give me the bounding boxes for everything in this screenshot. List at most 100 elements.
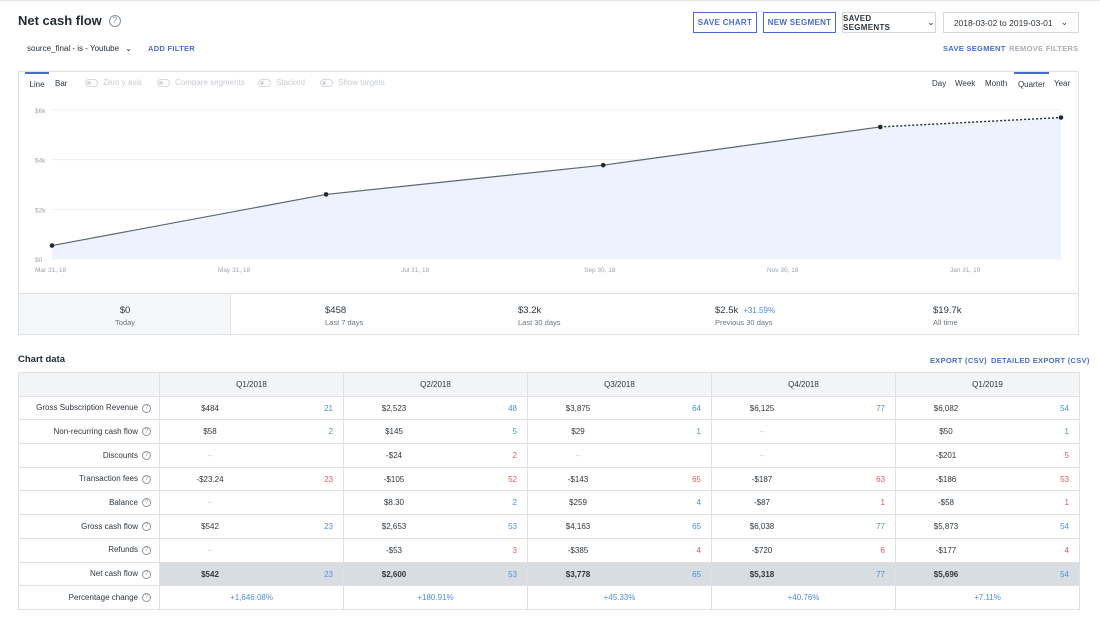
period-year-tab[interactable]: Year bbox=[1054, 79, 1071, 88]
table-cell: $58 2 bbox=[159, 419, 344, 445]
cell-value: -$385 bbox=[567, 545, 589, 555]
compare-segments-toggle[interactable]: Compare segments bbox=[157, 78, 245, 87]
saved-segments-dropdown[interactable]: SAVED SEGMENTS ⌄ bbox=[842, 12, 936, 33]
cell-count: 1 bbox=[880, 498, 885, 508]
stat-last-30-days[interactable]: $3.2k Last 30 days bbox=[443, 294, 640, 334]
help-icon[interactable]: ? bbox=[142, 593, 151, 603]
chart-type-bar-tab[interactable]: Bar bbox=[55, 79, 68, 88]
cell-value: $6,125 bbox=[749, 403, 775, 413]
cell-count: 5 bbox=[512, 427, 517, 437]
date-range-picker[interactable]: 2018-03-02 to 2019-03-01 ⌄ bbox=[943, 12, 1079, 33]
row-label-text: Refunds bbox=[108, 545, 138, 555]
chart-type-line-tab[interactable]: Line bbox=[25, 72, 49, 89]
table-cell: – bbox=[711, 419, 896, 445]
row-label-text: Gross Subscription Revenue bbox=[36, 403, 138, 413]
stacked-toggle[interactable]: Stacked bbox=[258, 78, 305, 87]
cell-value: $29 bbox=[571, 427, 585, 437]
cell-count: 4 bbox=[1064, 545, 1069, 555]
export-csv-button[interactable]: EXPORT (CSV) bbox=[930, 356, 987, 365]
table-cell: $6,082 54 bbox=[895, 395, 1080, 421]
stat-last-7-days[interactable]: $458 Last 7 days bbox=[231, 294, 443, 334]
x-tick-label: Nov 30, 18 bbox=[767, 267, 799, 274]
remove-filters-button[interactable]: REMOVE FILTERS bbox=[1009, 44, 1079, 53]
table-cell: $6,038 77 bbox=[711, 514, 896, 539]
help-icon[interactable]: ? bbox=[142, 522, 151, 532]
toggle-label: Stacked bbox=[276, 78, 305, 87]
cell-value: -$177 bbox=[935, 545, 957, 555]
help-icon[interactable]: ? bbox=[142, 498, 151, 508]
help-icon[interactable]: ? bbox=[142, 451, 151, 461]
table-row: Transaction fees? -$23.24 23 -$105 52 -$143 65… bbox=[18, 466, 1080, 492]
x-tick-label: May 31, 18 bbox=[218, 267, 251, 274]
row-label: Transaction fees? bbox=[18, 466, 160, 492]
help-icon[interactable]: ? bbox=[142, 403, 151, 413]
toggle-label: Zero y axis bbox=[103, 78, 143, 87]
cell-value: $3,778 bbox=[565, 569, 591, 579]
help-icon[interactable]: ? bbox=[142, 569, 151, 579]
table-cell: $542 23 bbox=[159, 561, 344, 587]
table-cell: $2,523 48 bbox=[343, 395, 528, 421]
data-point bbox=[600, 162, 606, 168]
data-point bbox=[1058, 115, 1064, 120]
add-filter-button[interactable]: ADD FILTER bbox=[148, 44, 196, 53]
row-label: Refunds? bbox=[18, 537, 160, 563]
stat-change: +31.59% bbox=[743, 306, 776, 315]
cell-value: $6,038 bbox=[749, 522, 775, 532]
help-icon[interactable]: ? bbox=[142, 427, 151, 437]
table-cell: $4,163 65 bbox=[527, 514, 712, 539]
period-week-tab[interactable]: Week bbox=[955, 79, 976, 88]
cell-count: 4 bbox=[696, 498, 701, 508]
help-icon[interactable]: ? bbox=[142, 545, 151, 555]
help-icon[interactable]: ? bbox=[142, 474, 151, 484]
top-border bbox=[0, 0, 1100, 1]
stat-label: Last 7 days bbox=[325, 318, 364, 327]
x-tick-label: Mar 31, 18 bbox=[35, 267, 66, 274]
save-segment-button[interactable]: SAVE SEGMENT bbox=[943, 44, 1006, 53]
stat-previous-30-days[interactable]: $2.5k +31.59% Previous 30 days bbox=[640, 294, 857, 334]
table-row: Discounts? – -$24 2 – – -$201 5 bbox=[18, 443, 1080, 468]
row-label-text: Discounts bbox=[102, 450, 138, 460]
cell-count: 52 bbox=[508, 474, 517, 484]
row-label: Non-recurring cash flow? bbox=[18, 419, 160, 445]
toggle-switch-icon bbox=[157, 78, 170, 87]
cell-value: $58 bbox=[203, 427, 217, 437]
period-day-tab[interactable]: Day bbox=[932, 79, 947, 88]
y-tick-label: $6k bbox=[35, 108, 46, 115]
cell-count: 21 bbox=[324, 403, 333, 413]
stat-all-time[interactable]: $19.7k All time bbox=[857, 294, 1078, 334]
cell-value: $542 bbox=[201, 569, 219, 579]
active-filter-dropdown[interactable]: source_final - is - Youtube ⌄ bbox=[27, 44, 132, 53]
show-targets-toggle[interactable]: Show targets bbox=[320, 78, 385, 87]
cell-count: 23 bbox=[324, 474, 333, 484]
cell-count: 6 bbox=[880, 545, 885, 555]
percentage-cell: +7.11% bbox=[895, 585, 1080, 610]
period-quarter-tab[interactable]: Quarter bbox=[1014, 72, 1049, 89]
table-cell: -$201 5 bbox=[895, 443, 1080, 468]
cell-count: 54 bbox=[1060, 403, 1069, 413]
cell-value: $6,082 bbox=[933, 403, 959, 413]
table-cell: -$186 53 bbox=[895, 466, 1080, 492]
table-cell: $6,125 77 bbox=[711, 395, 896, 421]
cell-value: -$720 bbox=[751, 545, 773, 555]
period-month-tab[interactable]: Month bbox=[985, 79, 1008, 88]
stat-today[interactable]: $0 Today bbox=[19, 294, 231, 334]
new-segment-button[interactable]: NEW SEGMENT bbox=[763, 12, 836, 33]
cell-value: $2,600 bbox=[381, 569, 407, 579]
cell-count: 63 bbox=[876, 474, 885, 484]
detailed-export-csv-button[interactable]: DETAILED EXPORT (CSV) bbox=[991, 356, 1090, 365]
cell-count: 65 bbox=[692, 474, 701, 484]
column-header: Q1/2018 bbox=[159, 372, 344, 397]
table-header-row: Q1/2018 Q2/2018 Q3/2018 Q4/2018 Q1/2019 bbox=[18, 372, 1080, 397]
column-header: Q2/2018 bbox=[343, 372, 528, 397]
zero-y-axis-toggle[interactable]: Zero y axis bbox=[85, 78, 142, 87]
cell-value: -$143 bbox=[567, 474, 589, 484]
table-cell: -$24 2 bbox=[343, 443, 528, 468]
table-cell: $542 23 bbox=[159, 514, 344, 539]
cell-count: 77 bbox=[876, 522, 885, 532]
help-icon[interactable]: ? bbox=[108, 14, 121, 27]
table-cell: -$385 4 bbox=[527, 537, 712, 563]
save-chart-button[interactable]: SAVE CHART bbox=[693, 12, 757, 33]
toggle-switch-icon bbox=[85, 78, 98, 87]
cell-value: -$53 bbox=[385, 545, 402, 555]
cell-count: 77 bbox=[876, 403, 885, 413]
